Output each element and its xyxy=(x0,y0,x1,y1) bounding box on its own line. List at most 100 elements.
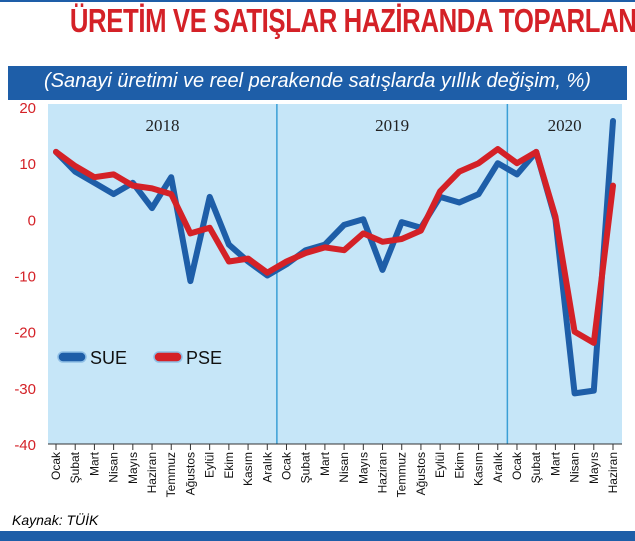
data-point-sue xyxy=(401,221,403,223)
x-tick-label: Ocak xyxy=(510,451,524,480)
x-tick-label: Mart xyxy=(318,451,332,476)
data-point-sue xyxy=(170,176,172,178)
x-tick-label: Aralık xyxy=(260,451,274,483)
y-tick-label: -40 xyxy=(14,437,36,454)
x-tick-label: Ekim xyxy=(452,452,466,479)
x-tick-label: Mayıs xyxy=(356,452,370,484)
data-point-sue xyxy=(478,193,480,195)
data-point-pse xyxy=(55,151,57,153)
x-tick-label: Mayıs xyxy=(126,452,140,484)
data-point-pse xyxy=(247,258,249,260)
chart-title: ÜRETİM VE SATIŞLAR HAZİRANDA TOPARLANDI xyxy=(69,2,635,39)
x-tick-label: Nisan xyxy=(337,452,351,483)
x-tick-label: Eylül xyxy=(433,452,447,478)
source-note: Kaynak: TÜİK xyxy=(12,512,99,528)
data-point-sue xyxy=(209,196,211,198)
x-tick-label: Eylül xyxy=(203,452,217,478)
data-point-pse xyxy=(170,193,172,195)
data-point-pse xyxy=(132,185,134,187)
data-point-pse xyxy=(497,148,499,150)
x-tick-label: Haziran xyxy=(606,452,620,493)
data-point-pse xyxy=(228,260,230,262)
data-point-pse xyxy=(478,162,480,164)
x-tick-label: Şubat xyxy=(529,451,543,483)
data-point-sue xyxy=(497,162,499,164)
data-point-pse xyxy=(420,230,422,232)
data-point-pse xyxy=(401,238,403,240)
data-point-pse xyxy=(113,173,115,175)
legend-swatch-sue xyxy=(57,351,87,363)
data-point-pse xyxy=(93,176,95,178)
data-point-pse xyxy=(382,241,384,243)
data-point-pse xyxy=(516,162,518,164)
data-point-pse xyxy=(209,227,211,229)
data-point-sue xyxy=(343,224,345,226)
data-point-pse xyxy=(343,249,345,251)
legend-label-sue: SUE xyxy=(90,348,127,368)
y-tick-label: -30 xyxy=(14,381,36,398)
year-label: 2019 xyxy=(375,116,409,135)
data-point-sue xyxy=(362,218,364,220)
data-point-pse xyxy=(458,171,460,173)
subtitle-band: (Sanayi üretimi ve reel perakende satışl… xyxy=(8,66,627,100)
x-tick-label: Temmuz xyxy=(395,452,409,497)
year-label: 2018 xyxy=(145,116,179,135)
bottom-accent-bar xyxy=(0,531,635,541)
x-tick-label: Ocak xyxy=(279,451,293,480)
x-tick-label: Ağustos xyxy=(183,452,197,495)
x-tick-label: Ocak xyxy=(49,451,63,480)
x-tick-label: Mart xyxy=(548,451,562,476)
x-tick-label: Temmuz xyxy=(164,452,178,497)
data-point-sue xyxy=(574,392,576,394)
data-point-pse xyxy=(574,331,576,333)
data-point-sue xyxy=(612,120,614,122)
data-point-pse xyxy=(285,260,287,262)
year-label: 2020 xyxy=(548,116,582,135)
x-tick-label: Mayıs xyxy=(587,452,601,484)
y-tick-label: 0 xyxy=(28,212,36,229)
x-tick-label: Ekim xyxy=(222,452,236,479)
data-point-sue xyxy=(458,201,460,203)
chart-subtitle: (Sanayi üretimi ve reel perakende satışl… xyxy=(44,70,591,92)
data-point-pse xyxy=(74,165,76,167)
x-tick-label: Aralık xyxy=(491,451,505,483)
data-point-pse xyxy=(362,232,364,234)
data-point-sue xyxy=(516,173,518,175)
data-point-sue xyxy=(74,171,76,173)
data-point-pse xyxy=(554,216,556,218)
x-tick-label: Şubat xyxy=(299,451,313,483)
y-tick-label: -10 xyxy=(14,269,36,286)
x-tick-label: Şubat xyxy=(68,451,82,483)
x-tick-label: Haziran xyxy=(145,452,159,493)
data-point-sue xyxy=(93,182,95,184)
legend-label-pse: PSE xyxy=(186,348,222,368)
y-tick-label: 10 xyxy=(19,156,36,173)
data-point-pse xyxy=(305,252,307,254)
y-tick-label: -20 xyxy=(14,325,36,342)
data-point-pse xyxy=(593,342,595,344)
data-point-pse xyxy=(151,187,153,189)
data-point-sue xyxy=(113,193,115,195)
data-point-sue xyxy=(228,244,230,246)
data-point-pse xyxy=(535,151,537,153)
data-point-pse xyxy=(266,272,268,274)
x-tick-label: Kasım xyxy=(241,452,255,486)
data-point-pse xyxy=(324,246,326,248)
data-point-sue xyxy=(151,207,153,209)
x-tick-label: Mart xyxy=(87,451,101,476)
data-point-pse xyxy=(189,232,191,234)
x-tick-label: Kasım xyxy=(472,452,486,486)
data-point-sue xyxy=(189,280,191,282)
legend-swatch-pse xyxy=(153,351,183,363)
x-tick-label: Nisan xyxy=(568,452,582,483)
y-tick-label: 20 xyxy=(19,100,36,117)
x-tick-label: Ağustos xyxy=(414,452,428,495)
x-tick-label: Haziran xyxy=(376,452,390,493)
data-point-sue xyxy=(382,269,384,271)
series-line-sue xyxy=(53,118,616,397)
data-point-pse xyxy=(612,185,614,187)
top-accent-bar xyxy=(0,0,635,2)
x-tick-label: Nisan xyxy=(107,452,121,483)
series-line-pse xyxy=(53,146,616,346)
